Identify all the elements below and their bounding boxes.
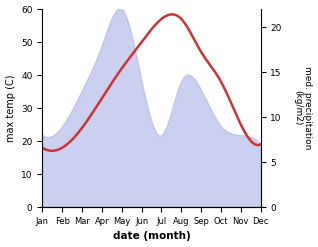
Y-axis label: med. precipitation
(kg/m2): med. precipitation (kg/m2) [293, 66, 313, 150]
X-axis label: date (month): date (month) [113, 231, 190, 242]
Y-axis label: max temp (C): max temp (C) [5, 74, 16, 142]
